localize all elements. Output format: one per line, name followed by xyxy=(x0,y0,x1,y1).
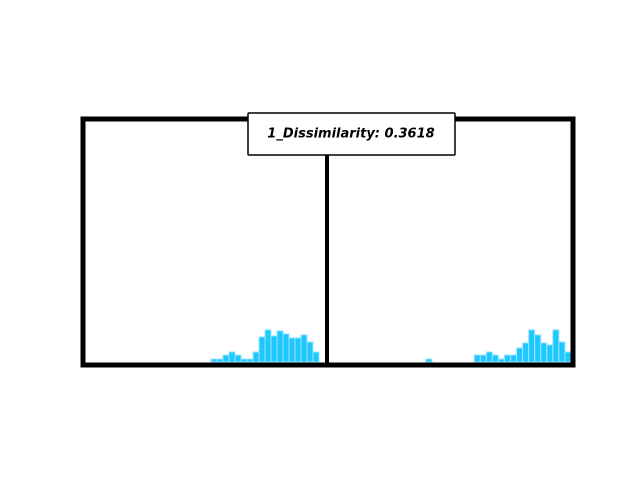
bar xyxy=(306,341,314,363)
bar xyxy=(270,335,278,363)
bar xyxy=(522,342,530,363)
bar xyxy=(312,351,320,363)
bar xyxy=(558,341,566,363)
panels xyxy=(210,329,572,363)
bar xyxy=(516,347,524,363)
bar xyxy=(210,358,218,363)
bar xyxy=(497,358,505,363)
bar xyxy=(288,337,296,363)
bar xyxy=(240,358,248,363)
bar xyxy=(528,329,536,363)
bar xyxy=(473,354,481,363)
bar xyxy=(534,334,542,363)
bar xyxy=(282,333,290,363)
bar xyxy=(216,358,224,363)
bar xyxy=(276,330,284,363)
bar xyxy=(258,336,266,363)
bar xyxy=(300,334,308,363)
bar xyxy=(264,329,272,363)
annotation: 1_Dissimilarity: 0.3618 xyxy=(267,127,434,142)
bar xyxy=(491,354,499,363)
bar xyxy=(503,354,512,363)
annotation-box xyxy=(247,112,456,156)
bar xyxy=(540,342,548,363)
bar xyxy=(552,329,560,363)
bar xyxy=(510,354,518,363)
bar xyxy=(246,358,254,363)
bar xyxy=(222,354,230,363)
bar xyxy=(564,351,572,363)
bar xyxy=(485,351,493,363)
bar xyxy=(252,351,260,363)
bar xyxy=(546,344,554,363)
bar xyxy=(234,354,242,363)
bar xyxy=(228,351,236,363)
bar xyxy=(294,337,302,363)
bar xyxy=(479,354,487,363)
bar xyxy=(425,358,433,363)
